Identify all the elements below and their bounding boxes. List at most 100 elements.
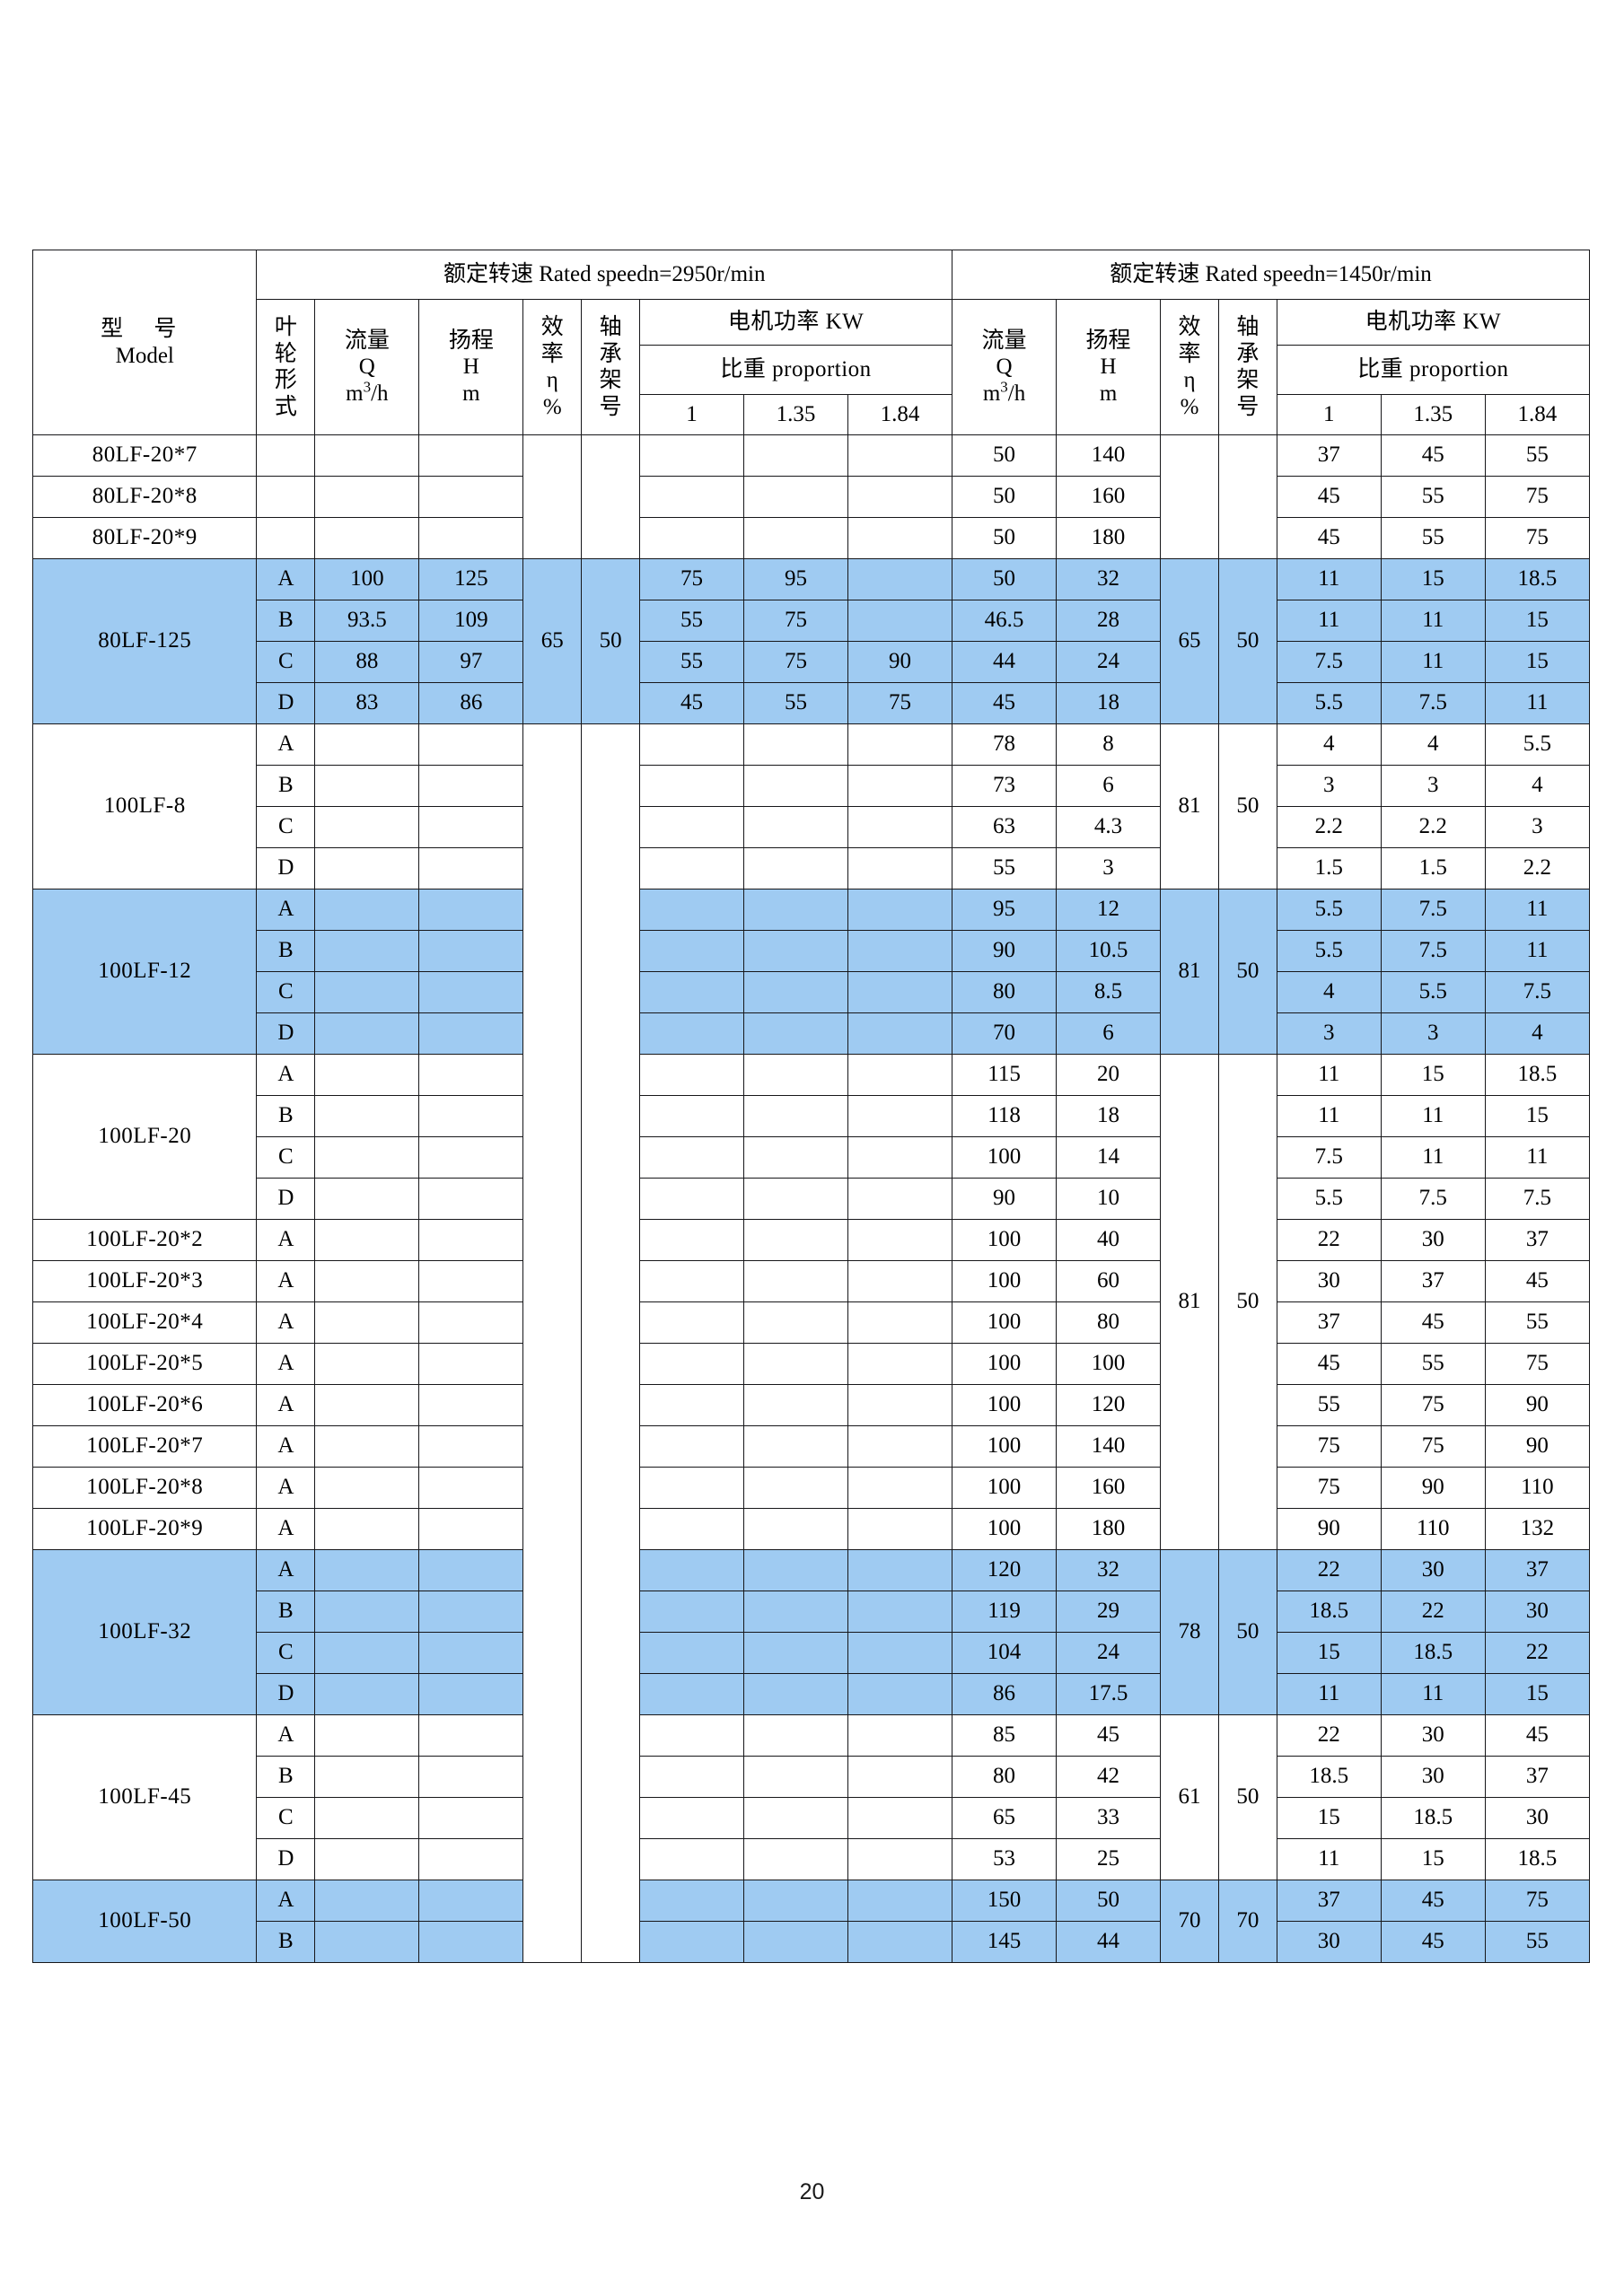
power-1450-p184-cell: 4 [1484, 765, 1591, 807]
power-2950-p184-cell [847, 1756, 953, 1798]
model-name-cell: 100LF-20*9 [31, 1508, 258, 1550]
table-row: 100LF-8 A 78 8 81 50 4 4 5.5 [31, 723, 1591, 1963]
flow-1450-cell: 100 [952, 1301, 1058, 1344]
impeller-type-cell: C [256, 806, 316, 848]
power-1450-p135-cell: 11 [1380, 600, 1486, 642]
power-1450-p184-cell: 37 [1484, 1756, 1591, 1798]
power-1450-p135-cell: 55 [1380, 517, 1486, 559]
impeller-type-cell: A [256, 1880, 316, 1922]
flow-2950-cell [314, 1136, 420, 1179]
head-2950-cell [418, 1673, 524, 1715]
power-1450-p184-cell: 2.2 [1484, 847, 1591, 889]
power-1450-p135-cell: 2.2 [1380, 806, 1486, 848]
model-name-cell: 80LF-125 [31, 558, 258, 724]
power-2950-p135-cell [743, 1797, 849, 1839]
power-1450-p135-cell: 11 [1380, 1673, 1486, 1715]
header-head-unit-left: m [462, 381, 480, 406]
power-2950-p135-cell [743, 1838, 849, 1880]
bearing-1450-cell: 50 [1217, 1054, 1277, 1550]
power-2950-p184-cell [847, 723, 953, 766]
flow-2950-cell [314, 1343, 420, 1385]
bearing-1450-cell: 50 [1217, 558, 1277, 724]
head-1450-cell: 33 [1056, 1797, 1162, 1839]
head-2950-cell [418, 1632, 524, 1674]
impeller-type-cell: A [256, 1467, 316, 1509]
flow-2950-cell [314, 1714, 420, 1757]
header-flow-unit-left: m3/h [346, 378, 389, 406]
flow-1450-cell: 104 [952, 1632, 1058, 1674]
flow-1450-cell: 50 [952, 476, 1058, 518]
power-2950-p1-cell [639, 889, 745, 931]
bearing-1450-cell: 50 [1217, 1714, 1277, 1880]
table-row: D 90 10 5.5 7.5 7.5 [33, 1178, 1591, 1220]
flow-1450-cell: 78 [952, 723, 1058, 766]
impeller-type-cell: B [256, 1591, 316, 1633]
power-1450-p184-cell: 45 [1484, 1260, 1591, 1302]
flow-2950-cell [314, 1838, 420, 1880]
power-1450-p184-cell: 45 [1484, 1714, 1591, 1757]
power-1450-p1-cell: 5.5 [1276, 682, 1382, 724]
flow-1450-cell: 50 [952, 558, 1058, 600]
header-prop-135-right: 1.35 [1380, 394, 1486, 435]
head-2950-cell [418, 1219, 524, 1261]
table-row: 100LF-20*9 A 100 180 90 110 132 [31, 1508, 1591, 1550]
table-row: B 90 10.5 5.5 7.5 11 [33, 930, 1591, 972]
impeller-type-cell: D [256, 682, 316, 724]
power-2950-p1-cell: 55 [639, 641, 745, 683]
table-row: C 100 14 7.5 11 11 [33, 1136, 1591, 1179]
flow-1450-cell: 100 [952, 1425, 1058, 1468]
power-1450-p184-cell: 75 [1484, 1880, 1591, 1922]
flow-2950-cell [314, 1260, 420, 1302]
power-2950-p135-cell [743, 1425, 849, 1468]
power-2950-p1-cell: 55 [639, 600, 745, 642]
header-flow-cn-right: 流量 [981, 328, 1027, 353]
power-2950-p184-cell [847, 806, 953, 848]
model-name-cell: 100LF-12 [31, 889, 258, 1055]
power-1450-p1-cell: 22 [1276, 1714, 1382, 1757]
table-row: 100LF-20*4 A 100 80 37 45 55 [31, 1301, 1591, 1344]
power-2950-p1-cell [639, 476, 745, 518]
impeller-type-cell: A [256, 1508, 316, 1550]
head-2950-cell [418, 930, 524, 972]
power-2950-p184-cell [847, 889, 953, 931]
table-row: 80LF-125 A 100 125 65 50 75 95 50 32 65 50 11 15 18.5 [31, 558, 1591, 724]
header-eff-sym-left: η [546, 368, 558, 392]
power-1450-p184-cell: 11 [1484, 930, 1591, 972]
impeller-type-cell: C [256, 1797, 316, 1839]
flow-1450-cell: 73 [952, 765, 1058, 807]
power-2950-p135-cell: 75 [743, 641, 849, 683]
flow-1450-cell: 53 [952, 1838, 1058, 1880]
flow-1450-cell: 70 [952, 1012, 1058, 1055]
flow-2950-cell [314, 765, 420, 807]
power-2950-p135-cell [743, 723, 849, 766]
table-row: 100LF-20*7 A 100 140 75 75 90 [31, 1425, 1591, 1468]
power-2950-p1-cell [639, 1921, 745, 1963]
head-1450-cell: 14 [1056, 1136, 1162, 1179]
power-1450-p135-cell: 45 [1380, 1880, 1486, 1922]
power-2950-p1-cell [639, 1425, 745, 1468]
power-1450-p184-cell: 90 [1484, 1384, 1591, 1426]
power-1450-p1-cell: 22 [1276, 1549, 1382, 1591]
power-1450-p184-cell: 110 [1484, 1467, 1591, 1509]
model-name-cell: 100LF-20*7 [31, 1425, 258, 1468]
power-2950-p184-cell [847, 1714, 953, 1757]
header-proportion-left: 比重 proportion [639, 345, 953, 395]
efficiency-1450-cell: 61 [1160, 1714, 1219, 1880]
power-2950-p135-cell [743, 1549, 849, 1591]
power-2950-p184-cell [847, 1797, 953, 1839]
efficiency-1450-cell: 81 [1160, 1054, 1219, 1550]
flow-1450-cell: 63 [952, 806, 1058, 848]
table-row: 100LF-20*6 A 100 120 55 75 90 [31, 1384, 1591, 1426]
flow-2950-cell [314, 1425, 420, 1468]
impeller-type-cell [256, 476, 316, 518]
power-2950-p184-cell: 90 [847, 641, 953, 683]
power-1450-p135-cell: 7.5 [1380, 682, 1486, 724]
model-name-cell: 100LF-20*5 [31, 1343, 258, 1385]
power-1450-p1-cell: 37 [1276, 1880, 1382, 1922]
table-row: 80LF-20*9 50 180 45 55 75 [31, 517, 1591, 559]
power-2950-p184-cell [847, 1095, 953, 1137]
header-bearing-left: 轴承架号 [581, 299, 641, 435]
power-1450-p184-cell: 11 [1484, 1136, 1591, 1179]
impeller-type-cell: D [256, 1838, 316, 1880]
power-2950-p184-cell [847, 1467, 953, 1509]
